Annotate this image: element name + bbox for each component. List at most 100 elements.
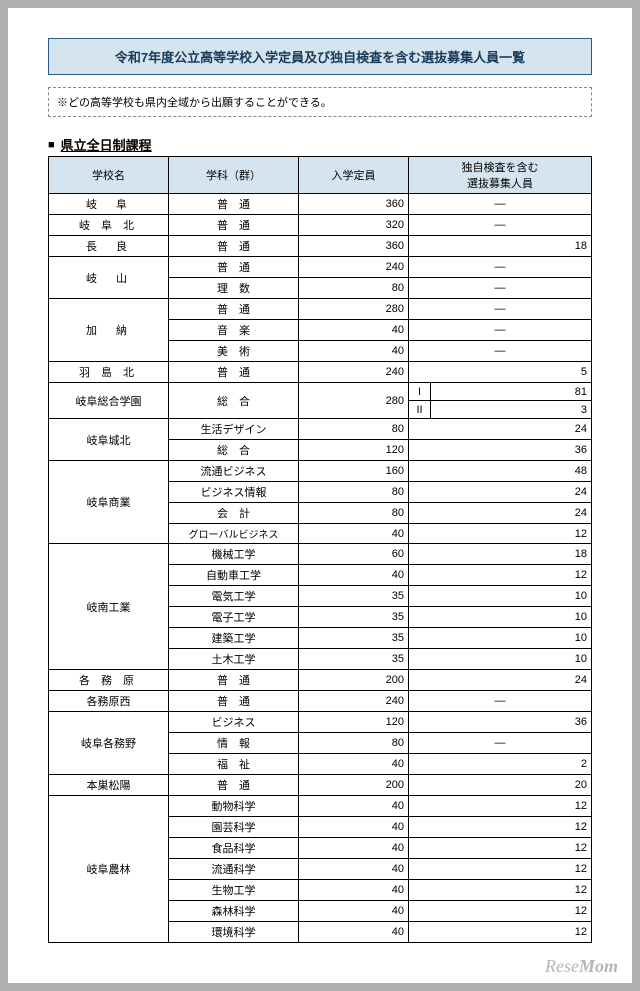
capacity-cell: 160 (299, 461, 409, 482)
selection-cell: 12 (409, 880, 592, 901)
capacity-cell: 40 (299, 796, 409, 817)
note-text: ※どの高等学校も県内全域から出願することができる。 (48, 87, 592, 117)
table-row: 岐 阜普 通360― (49, 194, 592, 215)
selection-cell: 10 (409, 586, 592, 607)
school-cell: 岐阜各務野 (49, 712, 169, 775)
table-row: 岐阜商業流通ビジネス16048 (49, 461, 592, 482)
selection-cell: ― (409, 691, 592, 712)
dept-cell: 自動車工学 (169, 565, 299, 586)
section-header: ■ 県立全日制課程 (48, 135, 592, 154)
table-row: 岐阜各務野ビジネス12036 (49, 712, 592, 733)
dept-cell: 会 計 (169, 503, 299, 524)
dept-cell: 土木工学 (169, 649, 299, 670)
capacity-cell: 80 (299, 733, 409, 754)
selection-cell: 12 (409, 922, 592, 943)
selection-cell: 24 (409, 503, 592, 524)
th-school: 学校名 (49, 157, 169, 194)
split-val-cell: 3 (431, 401, 592, 419)
selection-cell: 12 (409, 565, 592, 586)
capacity-cell: 120 (299, 712, 409, 733)
school-cell: 各 務 原 (49, 670, 169, 691)
selection-cell: 12 (409, 901, 592, 922)
selection-cell: 12 (409, 817, 592, 838)
capacity-cell: 280 (299, 299, 409, 320)
selection-cell: 2 (409, 754, 592, 775)
dept-cell: 普 通 (169, 257, 299, 278)
selection-cell: ― (409, 278, 592, 299)
dept-cell: 総 合 (169, 383, 299, 419)
school-cell: 本巣松陽 (49, 775, 169, 796)
table-row: 長 良普 通36018 (49, 236, 592, 257)
dept-cell: 音 楽 (169, 320, 299, 341)
section-title-text: 県立全日制課程 (61, 135, 152, 154)
capacity-cell: 40 (299, 754, 409, 775)
dept-cell: ビジネス情報 (169, 482, 299, 503)
selection-cell: ― (409, 215, 592, 236)
dept-cell: 普 通 (169, 215, 299, 236)
dept-cell: 普 通 (169, 362, 299, 383)
selection-cell: ― (409, 320, 592, 341)
capacity-cell: 35 (299, 649, 409, 670)
capacity-cell: 360 (299, 194, 409, 215)
selection-cell: 10 (409, 628, 592, 649)
th-selection: 独自検査を含む選抜募集人員 (409, 157, 592, 194)
school-cell: 羽 島 北 (49, 362, 169, 383)
capacity-cell: 280 (299, 383, 409, 419)
selection-cell: ― (409, 194, 592, 215)
split-val-cell: 81 (431, 383, 592, 401)
capacity-cell: 200 (299, 670, 409, 691)
capacity-cell: 35 (299, 607, 409, 628)
table-row: 加 納普 通280― (49, 299, 592, 320)
capacity-cell: 200 (299, 775, 409, 796)
selection-cell: 12 (409, 524, 592, 544)
selection-cell: 12 (409, 796, 592, 817)
capacity-cell: 40 (299, 838, 409, 859)
dept-cell: 普 通 (169, 775, 299, 796)
capacity-cell: 40 (299, 320, 409, 341)
th-capacity: 入学定員 (299, 157, 409, 194)
capacity-cell: 35 (299, 586, 409, 607)
selection-cell: 24 (409, 419, 592, 440)
selection-cell: ― (409, 341, 592, 362)
dept-cell: 生物工学 (169, 880, 299, 901)
school-cell: 岐阜城北 (49, 419, 169, 461)
selection-cell: 10 (409, 607, 592, 628)
split-key-cell: II (409, 401, 431, 419)
dept-cell: 美 術 (169, 341, 299, 362)
capacity-cell: 40 (299, 341, 409, 362)
page-title: 令和7年度公立高等学校入学定員及び独自検査を含む選抜募集人員一覧 (48, 38, 592, 75)
dept-cell: 普 通 (169, 236, 299, 257)
dept-cell: 機械工学 (169, 544, 299, 565)
dept-cell: 生活デザイン (169, 419, 299, 440)
split-key-cell: I (409, 383, 431, 401)
selection-cell: ― (409, 299, 592, 320)
dept-cell: 森林科学 (169, 901, 299, 922)
selection-cell: 12 (409, 838, 592, 859)
selection-cell: 18 (409, 236, 592, 257)
dept-cell: 電子工学 (169, 607, 299, 628)
capacity-cell: 40 (299, 524, 409, 544)
table-row: 羽 島 北普 通2405 (49, 362, 592, 383)
capacity-cell: 320 (299, 215, 409, 236)
table-row: 各務原西普 通240― (49, 691, 592, 712)
dept-cell: 流通科学 (169, 859, 299, 880)
table-row: 岐阜総合学園総 合280I81 (49, 383, 592, 401)
selection-cell: 24 (409, 670, 592, 691)
capacity-cell: 360 (299, 236, 409, 257)
table-row: 岐阜農林動物科学4012 (49, 796, 592, 817)
square-icon: ■ (48, 139, 55, 151)
table-row: 本巣松陽普 通20020 (49, 775, 592, 796)
school-cell: 加 納 (49, 299, 169, 362)
capacity-cell: 40 (299, 922, 409, 943)
selection-cell: 12 (409, 859, 592, 880)
selection-cell: 36 (409, 440, 592, 461)
dept-cell: 流通ビジネス (169, 461, 299, 482)
capacity-cell: 35 (299, 628, 409, 649)
capacity-cell: 120 (299, 440, 409, 461)
dept-cell: 園芸科学 (169, 817, 299, 838)
dept-cell: 電気工学 (169, 586, 299, 607)
dept-cell: 普 通 (169, 299, 299, 320)
selection-cell: 20 (409, 775, 592, 796)
capacity-cell: 40 (299, 880, 409, 901)
capacity-cell: 40 (299, 817, 409, 838)
